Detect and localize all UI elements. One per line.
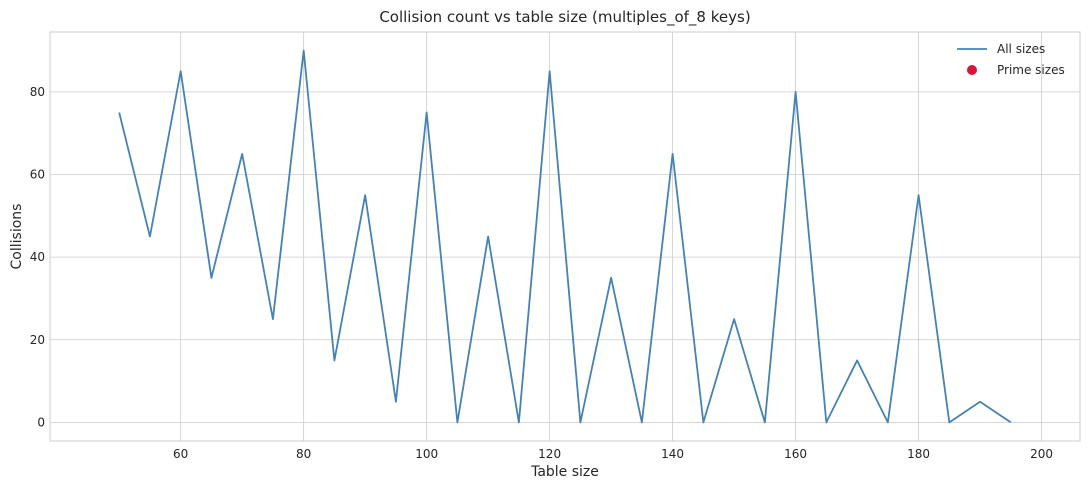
legend: All sizes Prime sizes (957, 42, 1065, 77)
plot-frame (49, 31, 1081, 442)
y-tick-label: 0 (37, 415, 45, 429)
y-tick-label: 60 (30, 168, 45, 182)
y-tick-label: 20 (30, 333, 45, 347)
x-tick-label: 180 (907, 447, 930, 461)
x-tick-label: 120 (538, 447, 561, 461)
x-tick-label: 80 (296, 447, 311, 461)
y-tick-label: 80 (30, 85, 45, 99)
legend-swatch-prime-sizes (967, 65, 977, 75)
x-tick-label: 200 (1030, 447, 1053, 461)
y-axis-ticks: 0 20 40 60 80 (30, 85, 45, 430)
x-axis-ticks: 60 80 100 120 140 160 180 200 (173, 447, 1053, 461)
series-group (118, 49, 1012, 424)
y-tick-label: 40 (30, 250, 45, 264)
legend-label-prime-sizes: Prime sizes (997, 63, 1065, 77)
x-axis-label: Table size (530, 464, 599, 480)
x-tick-label: 100 (415, 447, 438, 461)
legend-label-all-sizes: All sizes (997, 42, 1045, 56)
x-tick-label: 160 (784, 447, 807, 461)
x-tick-label: 140 (661, 447, 684, 461)
x-tick-label: 60 (173, 447, 188, 461)
series-line-all-sizes (118, 49, 1012, 424)
chart-title: Collision count vs table size (multiples… (379, 8, 750, 27)
y-axis-label: Collisions (9, 204, 25, 270)
